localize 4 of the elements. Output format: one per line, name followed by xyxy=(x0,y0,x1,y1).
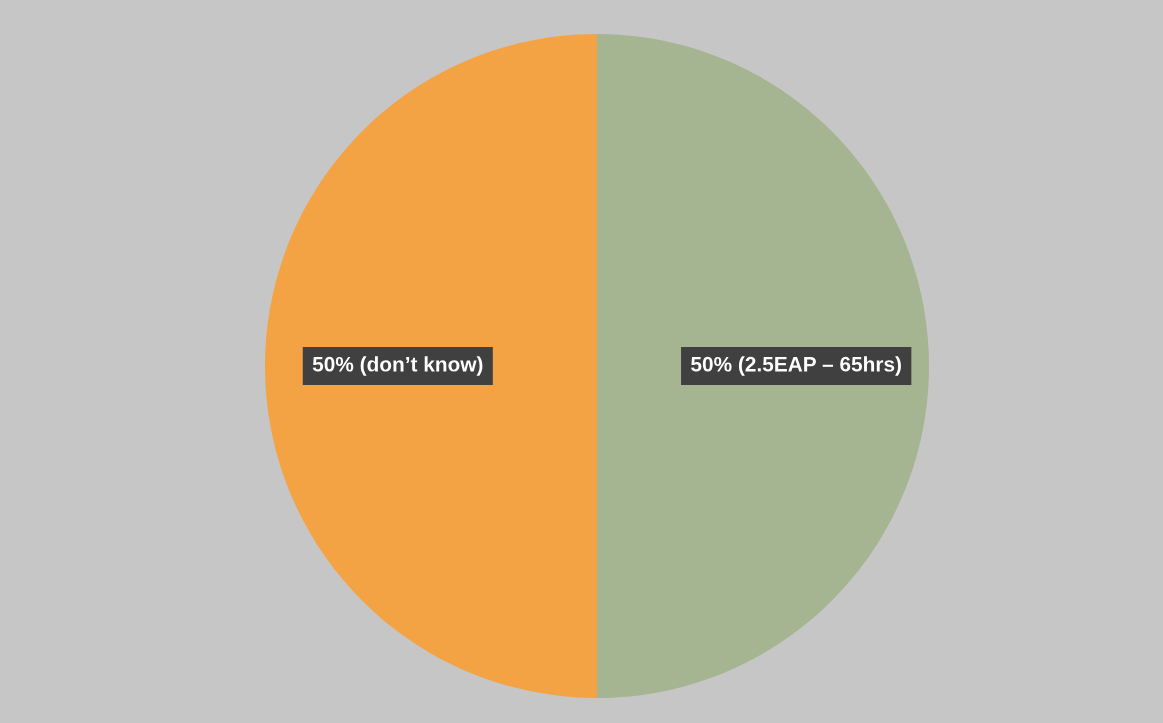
pie-slice xyxy=(265,34,597,698)
slice-label: 50% (don’t know) xyxy=(312,356,483,376)
slice-label: 50% (2.5EAP – 65hrs) xyxy=(691,356,901,376)
pie-slice xyxy=(597,34,929,698)
